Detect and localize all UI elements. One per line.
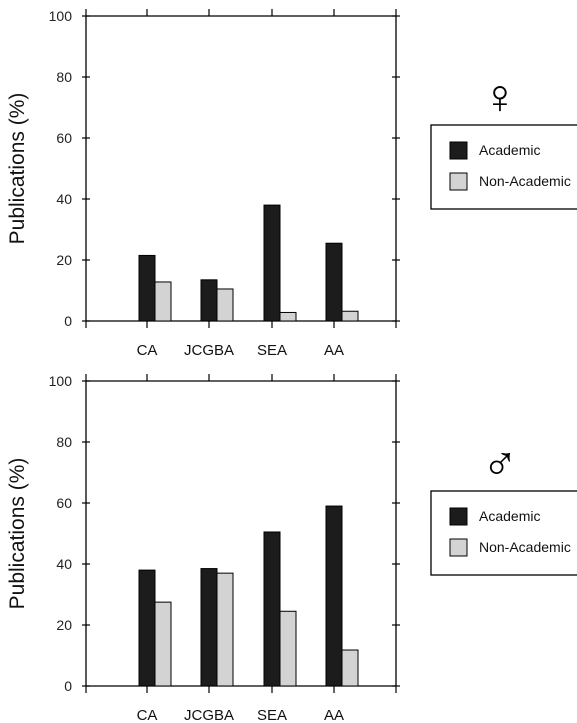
- y-tick-label: 100: [49, 8, 73, 24]
- male-symbol-icon: ♂: [482, 436, 518, 489]
- y-tick-label: 0: [64, 678, 72, 694]
- legend-swatch-academic: [449, 507, 468, 526]
- bar-academic-sea: [263, 204, 281, 322]
- category-label: JCGBA: [184, 342, 234, 359]
- bar-academic-ca: [138, 569, 156, 687]
- category-label: CA: [137, 342, 158, 359]
- category-label: CA: [137, 707, 158, 723]
- bar-academic-sea: [263, 531, 281, 687]
- y-tick-label: 60: [56, 495, 72, 511]
- y-axis-label: Publications (%): [6, 93, 29, 245]
- y-tick-label: 20: [56, 617, 72, 633]
- bar-academic-ca: [138, 254, 156, 322]
- bar-academic-aa: [325, 505, 343, 687]
- legend-swatch-non-academic: [449, 172, 468, 191]
- y-axis-label: Publications (%): [6, 458, 29, 610]
- legend: Academic Non-Academic: [430, 124, 577, 210]
- legend-label-non-academic: Non-Academic: [479, 539, 571, 555]
- y-tick-label: 40: [56, 556, 72, 572]
- bar-non-academic-aa: [341, 649, 359, 687]
- legend-label-academic: Academic: [479, 142, 540, 158]
- bar-non-academic-sea: [279, 610, 297, 687]
- category-label: SEA: [257, 707, 287, 723]
- female-symbol-icon: ♀: [482, 71, 518, 124]
- y-tick-label: 80: [56, 434, 72, 450]
- legend-swatch-non-academic: [449, 538, 468, 557]
- chart-panel-2: 0 20 40 60 80 100 CA JCGBA SEA AA Publications (%)…: [6, 373, 577, 723]
- legend: Academic Non-Academic: [430, 490, 577, 576]
- category-label: AA: [324, 707, 344, 723]
- chart-panel-1: 0 20 40 60 80 100 CA JCGBA SEA AA Publications (%)…: [6, 8, 577, 359]
- legend-label-non-academic: Non-Academic: [479, 173, 571, 189]
- y-tick-label: 40: [56, 191, 72, 207]
- bar-academic-jcgba: [200, 279, 218, 322]
- y-tick-label: 100: [49, 373, 73, 389]
- bar-academic-aa: [325, 242, 343, 322]
- category-label: JCGBA: [184, 707, 234, 723]
- category-label: AA: [324, 342, 344, 359]
- bar-non-academic-ca: [154, 601, 172, 687]
- legend-swatch-academic: [449, 141, 468, 160]
- bar-non-academic-jcgba: [216, 572, 234, 687]
- bar-non-academic-sea: [279, 311, 297, 322]
- y-tick-label: 0: [64, 313, 72, 329]
- y-tick-label: 60: [56, 130, 72, 146]
- bar-academic-jcgba: [200, 568, 218, 687]
- legend-box: [430, 490, 577, 576]
- bar-non-academic-aa: [341, 310, 359, 322]
- legend-box: [430, 124, 577, 210]
- bar-non-academic-jcgba: [216, 288, 234, 322]
- category-label: SEA: [257, 342, 287, 359]
- y-tick-label: 80: [56, 69, 72, 85]
- y-tick-label: 20: [56, 252, 72, 268]
- legend-label-academic: Academic: [479, 508, 540, 524]
- bar-non-academic-ca: [154, 281, 172, 322]
